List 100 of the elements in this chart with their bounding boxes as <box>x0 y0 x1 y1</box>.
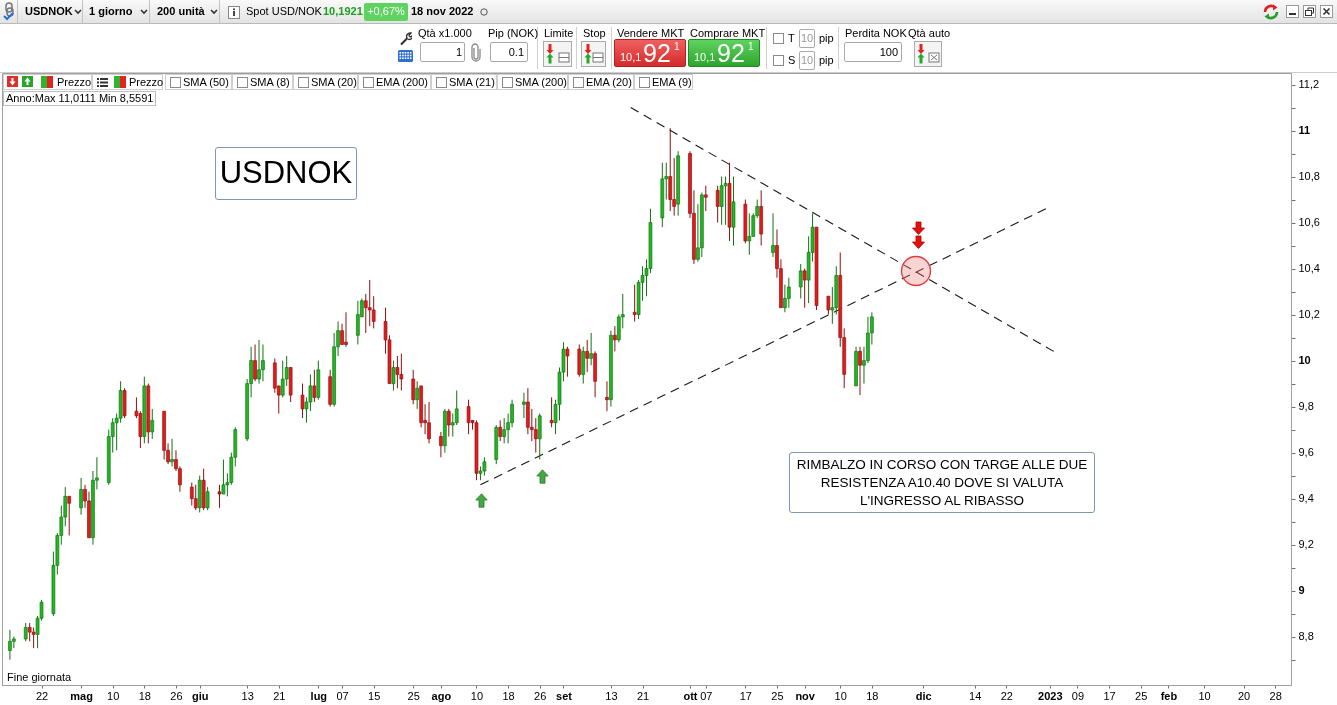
candlestick <box>79 477 83 516</box>
candlestick <box>261 343 265 382</box>
y-tick-label: 10,2 <box>1298 308 1320 321</box>
x-tick-label: 2023 <box>1038 689 1063 702</box>
candlestick <box>537 413 542 461</box>
candlestick <box>31 626 36 649</box>
x-tick-label: 20 <box>1237 689 1251 702</box>
candlestick <box>23 622 28 642</box>
candlestick <box>193 484 198 511</box>
text: 10,1921 <box>323 5 363 17</box>
candlestick <box>411 369 416 405</box>
candlestick <box>565 346 570 378</box>
y-tick-label: 10,6 <box>1298 216 1320 229</box>
y-tick-label: 11 <box>1298 124 1311 137</box>
candlestick <box>205 486 210 511</box>
annotation: EMA (200) <box>376 76 428 89</box>
annotation: SMA (21) <box>449 76 495 89</box>
x-tick-label: set <box>556 689 573 702</box>
x-tick-label: mag <box>70 689 93 702</box>
text: Pip (NOK) <box>488 27 539 40</box>
candlestick <box>826 295 831 316</box>
x-tick-label: 26 <box>170 689 183 702</box>
y-tick-label: 10 <box>1298 354 1311 367</box>
candlestick <box>415 380 419 410</box>
x-tick-label: 13 <box>241 689 254 702</box>
candlestick <box>300 383 305 419</box>
x-tick-label: 07 <box>336 689 349 702</box>
candlestick <box>399 353 404 391</box>
x-tick-label: lug <box>310 689 328 702</box>
y-tick-label: 9 <box>1298 584 1305 597</box>
candlestick <box>356 300 360 345</box>
candlestick <box>715 185 720 224</box>
annotation: Prezzo <box>57 76 92 89</box>
candlestick <box>802 268 807 309</box>
candlestick <box>723 176 728 226</box>
x-tick-label: ago <box>431 689 452 702</box>
text: T <box>788 32 795 45</box>
annotation: SMA (200) <box>515 76 567 89</box>
candlestick <box>150 408 155 440</box>
x-tick-label: 25 <box>1135 689 1148 702</box>
x-tick-label: nov <box>795 689 816 702</box>
x-tick-label: giu <box>191 689 209 702</box>
candlestick <box>581 346 586 385</box>
candlestick <box>719 176 724 226</box>
x-tick-label: 10 <box>834 689 847 702</box>
x-tick-label: 21 <box>273 689 286 702</box>
candlestick <box>502 417 506 444</box>
candlestick <box>367 279 372 327</box>
text: Comprare MKT <box>690 27 766 40</box>
x-tick-label: 09 <box>1071 689 1085 702</box>
candlestick <box>253 343 257 382</box>
annotation: SMA (50) <box>183 76 229 89</box>
text: 1 giorno <box>89 5 133 18</box>
x-tick-label: 18 <box>138 689 151 702</box>
x-tick-label: 10 <box>1198 689 1211 702</box>
text: Perdita NOK <box>845 27 907 40</box>
candlestick <box>632 284 637 322</box>
y-tick-label: 9,2 <box>1298 538 1314 551</box>
text: Vendere MKT <box>617 27 685 40</box>
x-tick-label: 15 <box>368 689 381 702</box>
y-tick-label: 9,8 <box>1298 400 1314 413</box>
candlestick <box>585 339 589 373</box>
x-tick-label: 21 <box>636 689 650 702</box>
text: 92 <box>717 39 745 67</box>
x-tick-label: ott <box>683 689 698 702</box>
candlestick <box>858 346 862 396</box>
candlestick <box>454 390 459 426</box>
x-tick-label: 26 <box>534 689 547 702</box>
y-tick-label: 10,4 <box>1298 262 1320 275</box>
y-tick-label: 10,8 <box>1298 170 1320 183</box>
candlestick <box>391 360 396 391</box>
annotation: SMA (20) <box>311 76 357 89</box>
x-tick-label: 28 <box>1269 689 1282 702</box>
candlestick <box>446 408 451 438</box>
x-tick-label: dic <box>915 689 932 702</box>
text: 10,1 <box>694 51 716 64</box>
x-tick-label: 22 <box>1000 689 1013 702</box>
candlestick <box>549 396 554 428</box>
text: pip <box>819 32 834 45</box>
x-tick-label: 10 <box>470 689 484 702</box>
x-tick-label: feb <box>1160 689 1178 702</box>
candlestick <box>771 212 775 258</box>
text: 100 <box>879 46 898 59</box>
text: 0.1 <box>508 46 524 59</box>
text: USDNOK <box>219 155 353 191</box>
candlestick <box>668 127 673 212</box>
candlestick <box>427 401 431 444</box>
candlestick <box>798 263 803 299</box>
candlestick <box>221 459 226 495</box>
text: 1 <box>455 46 462 59</box>
candlestick <box>747 212 752 256</box>
text: Qtà auto <box>908 27 951 40</box>
y-tick-label: 9,4 <box>1298 492 1314 505</box>
text: Stop <box>583 27 606 40</box>
candlestick <box>189 482 194 507</box>
y-tick-label: 11,2 <box>1298 78 1320 90</box>
x-tick-label: 25 <box>771 689 784 702</box>
candlestick <box>344 311 348 348</box>
x-tick-label: 25 <box>407 689 420 702</box>
x-tick-label: 17 <box>1103 689 1116 702</box>
